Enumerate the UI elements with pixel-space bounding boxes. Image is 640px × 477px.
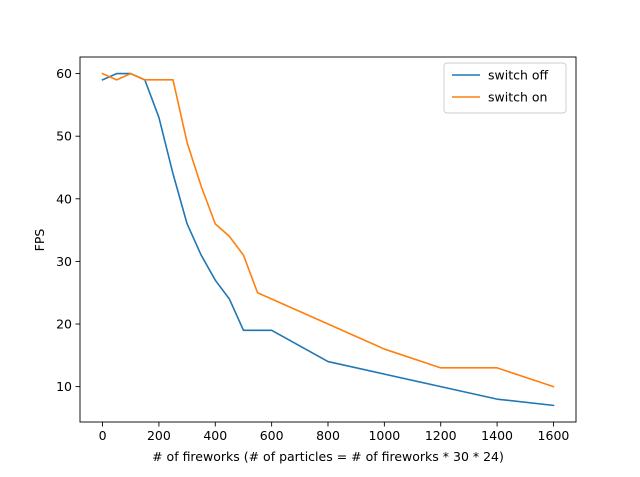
y-tick-label: 30 <box>56 254 72 269</box>
legend: switch off switch on <box>443 62 567 114</box>
y-tick-label: 10 <box>56 379 72 394</box>
legend-label-1: switch off <box>488 68 549 83</box>
x-tick-label: 800 <box>316 428 340 443</box>
x-tick-label: 1200 <box>425 428 457 443</box>
y-tick-label: 40 <box>56 191 72 206</box>
series-line-1 <box>101 72 555 407</box>
x-tick-label: 400 <box>203 428 227 443</box>
plot-area <box>101 72 555 407</box>
x-axis-label: # of fireworks (# of particles = # of fi… <box>152 449 504 464</box>
x-tick-label: 1000 <box>368 428 400 443</box>
y-axis-label: FPS <box>32 229 47 252</box>
y-tick-label: 60 <box>56 66 72 81</box>
y-tick-label: 20 <box>56 317 72 332</box>
x-tick-label: 0 <box>99 428 107 443</box>
axes: 0 200 400 600 800 1000 1200 1400 1600 10 20 30 40 50 6… <box>56 56 577 443</box>
x-tick-label: 600 <box>260 428 284 443</box>
x-tick-label: 1400 <box>481 428 513 443</box>
series-line-2 <box>101 72 555 388</box>
y-tick-label: 50 <box>56 129 72 144</box>
legend-label-2: switch on <box>488 90 547 105</box>
x-tick-label: 1600 <box>538 428 570 443</box>
x-tick-label: 200 <box>147 428 171 443</box>
